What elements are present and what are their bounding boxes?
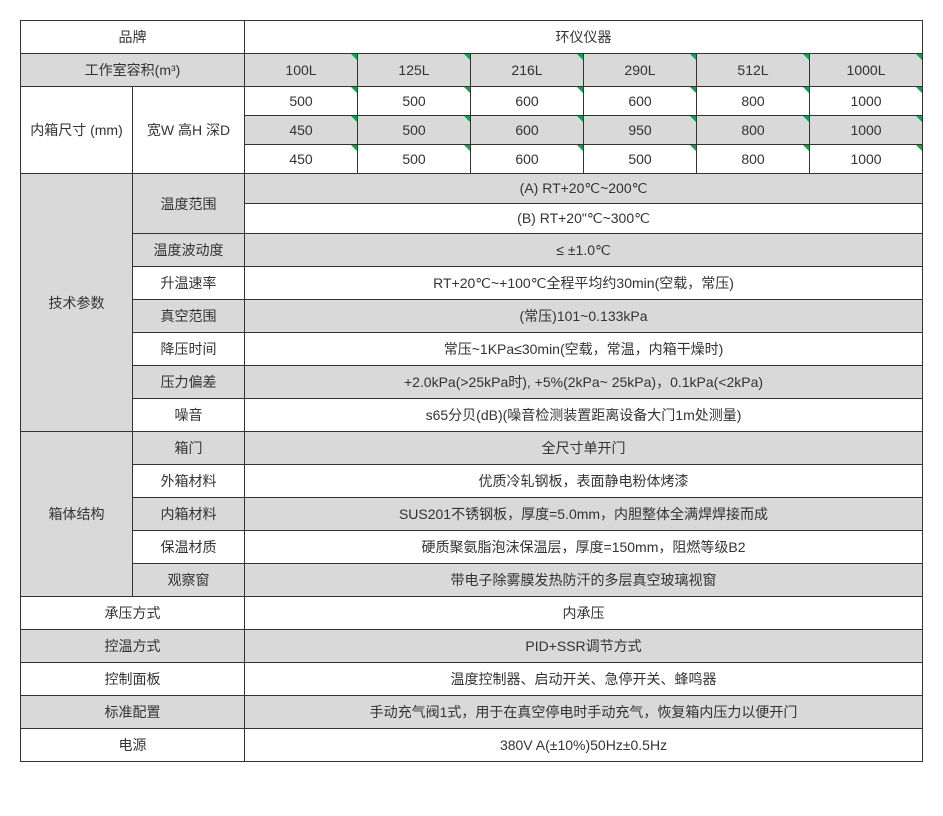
d-0: 450 [245,145,358,174]
outer-mat-label: 外箱材料 [133,465,245,498]
depressure-time-label: 降压时间 [133,333,245,366]
table-row: 温度波动度 ≤ ±1.0℃ [21,234,923,267]
h-4: 800 [697,116,810,145]
insulation-value: 硬质聚氨脂泡沫保温层，厚度=150mm，阻燃等级B2 [245,531,923,564]
w-3: 600 [584,87,697,116]
temp-range-label: 温度范围 [133,174,245,234]
vacuum-range-value: (常压)101~0.133kPa [245,300,923,333]
d-4: 800 [697,145,810,174]
power-label: 电源 [21,729,245,762]
standard-config-label: 标准配置 [21,696,245,729]
brand-label: 品牌 [21,21,245,54]
heat-rate-value: RT+20℃~+100℃全程平均约30min(空载，常压) [245,267,923,300]
noise-label: 噪音 [133,399,245,432]
w-4: 800 [697,87,810,116]
h-5: 1000 [810,116,923,145]
tech-params-label: 技术参数 [21,174,133,432]
inner-size-sublabel: 宽W 高H 深D [133,87,245,174]
h-2: 600 [471,116,584,145]
capacity-label: 工作室容积(m³) [21,54,245,87]
table-row: 升温速率 RT+20℃~+100℃全程平均约30min(空载，常压) [21,267,923,300]
depressure-time-value: 常压~1KPa≤30min(空载，常温，内箱干燥时) [245,333,923,366]
w-0: 500 [245,87,358,116]
pressure-mode-value: 内承压 [245,597,923,630]
temp-control-label: 控温方式 [21,630,245,663]
table-row: 保温材质 硬质聚氨脂泡沫保温层，厚度=150mm，阻燃等级B2 [21,531,923,564]
table-row: 内箱材料 SUS201不锈钢板，厚度=5.0mm，内胆整体全满焊焊接而成 [21,498,923,531]
vacuum-range-label: 真空范围 [133,300,245,333]
structure-label: 箱体结构 [21,432,133,597]
h-0: 450 [245,116,358,145]
inner-mat-value: SUS201不锈钢板，厚度=5.0mm，内胆整体全满焊焊接而成 [245,498,923,531]
d-1: 500 [358,145,471,174]
capacity-4: 512L [697,54,810,87]
table-row: 工作室容积(m³) 100L 125L 216L 290L 512L 1000L [21,54,923,87]
capacity-3: 290L [584,54,697,87]
h-1: 500 [358,116,471,145]
insulation-label: 保温材质 [133,531,245,564]
power-value: 380V A(±10%)50Hz±0.5Hz [245,729,923,762]
control-panel-label: 控制面板 [21,663,245,696]
table-row: 内箱尺寸 (mm) 宽W 高H 深D 500 500 600 600 800 1… [21,87,923,116]
table-row: 控温方式 PID+SSR调节方式 [21,630,923,663]
temp-range-b: (B) RT+20"℃~300℃ [245,204,923,234]
pressure-dev-label: 压力偏差 [133,366,245,399]
table-row: 电源 380V A(±10%)50Hz±0.5Hz [21,729,923,762]
w-2: 600 [471,87,584,116]
temp-range-a: (A) RT+20℃~200℃ [245,174,923,204]
capacity-2: 216L [471,54,584,87]
table-row: 真空范围 (常压)101~0.133kPa [21,300,923,333]
inner-mat-label: 内箱材料 [133,498,245,531]
outer-mat-value: 优质冷轧钢板，表面静电粉体烤漆 [245,465,923,498]
table-row: 降压时间 常压~1KPa≤30min(空载，常温，内箱干燥时) [21,333,923,366]
table-row: 品牌 环仪仪器 [21,21,923,54]
temp-fluct-value: ≤ ±1.0℃ [245,234,923,267]
w-5: 1000 [810,87,923,116]
pressure-mode-label: 承压方式 [21,597,245,630]
door-value: 全尺寸单开门 [245,432,923,465]
door-label: 箱门 [133,432,245,465]
table-row: 外箱材料 优质冷轧钢板，表面静电粉体烤漆 [21,465,923,498]
inner-size-label: 内箱尺寸 (mm) [21,87,133,174]
table-row: 压力偏差 +2.0kPa(>25kPa时), +5%(2kPa~ 25kPa)，… [21,366,923,399]
table-row: 噪音 s65分贝(dB)(噪音检测装置距离设备大门1m处测量) [21,399,923,432]
h-3: 950 [584,116,697,145]
d-5: 1000 [810,145,923,174]
table-row: 观察窗 带电子除雾膜发热防汗的多层真空玻璃视窗 [21,564,923,597]
noise-value: s65分贝(dB)(噪音检测装置距离设备大门1m处测量) [245,399,923,432]
d-2: 600 [471,145,584,174]
table-row: 标准配置 手动充气阀1式，用于在真空停电时手动充气，恢复箱内压力以便开门 [21,696,923,729]
capacity-5: 1000L [810,54,923,87]
temp-fluct-label: 温度波动度 [133,234,245,267]
capacity-0: 100L [245,54,358,87]
window-value: 带电子除雾膜发热防汗的多层真空玻璃视窗 [245,564,923,597]
w-1: 500 [358,87,471,116]
table-row: 技术参数 温度范围 (A) RT+20℃~200℃ [21,174,923,204]
heat-rate-label: 升温速率 [133,267,245,300]
capacity-1: 125L [358,54,471,87]
pressure-dev-value: +2.0kPa(>25kPa时), +5%(2kPa~ 25kPa)，0.1kP… [245,366,923,399]
window-label: 观察窗 [133,564,245,597]
d-3: 500 [584,145,697,174]
table-row: 承压方式 内承压 [21,597,923,630]
standard-config-value: 手动充气阀1式，用于在真空停电时手动充气，恢复箱内压力以便开门 [245,696,923,729]
spec-table: 品牌 环仪仪器 工作室容积(m³) 100L 125L 216L 290L 51… [20,20,923,762]
brand-value: 环仪仪器 [245,21,923,54]
table-row: 箱体结构 箱门 全尺寸单开门 [21,432,923,465]
control-panel-value: 温度控制器、启动开关、急停开关、蜂鸣器 [245,663,923,696]
temp-control-value: PID+SSR调节方式 [245,630,923,663]
table-row: 控制面板 温度控制器、启动开关、急停开关、蜂鸣器 [21,663,923,696]
